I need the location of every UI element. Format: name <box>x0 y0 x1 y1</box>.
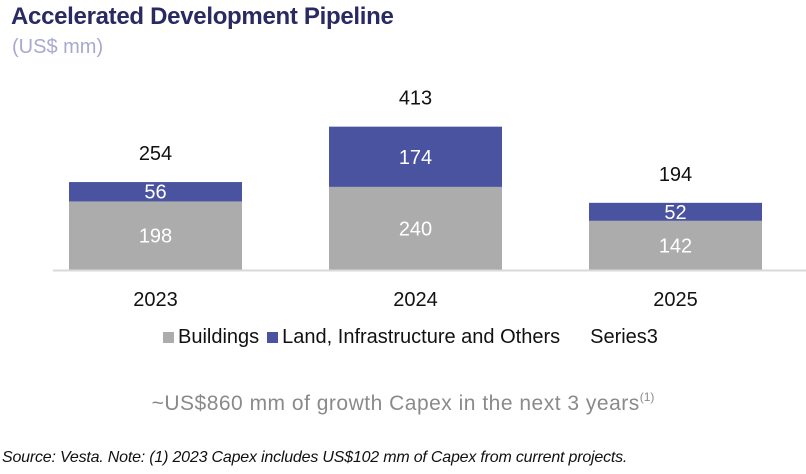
chart-title: Accelerated Development Pipeline <box>11 3 394 30</box>
highlight-text: ~US$860 mm of growth Capex in the next 3… <box>151 392 640 415</box>
data-label-total: 194 <box>659 164 692 186</box>
data-label-buildings: 240 <box>399 218 432 240</box>
data-label-land: 52 <box>664 202 686 224</box>
bar-buildings-2024 <box>329 186 502 270</box>
legend: Buildings Land, Infrastructure and Other… <box>163 326 666 349</box>
legend-swatch-land <box>267 332 279 343</box>
legend-item-series3: Series3 <box>590 326 658 349</box>
data-label-buildings: 142 <box>659 235 692 257</box>
bars-group <box>69 126 762 270</box>
data-label-buildings: 198 <box>139 226 172 248</box>
chart-subtitle: (US$ mm) <box>12 36 104 58</box>
footnote-ref: (1) <box>639 390 655 404</box>
legend-label: Series3 <box>590 326 658 348</box>
labels-group: 198 56 254 2023 240 174 413 2024 142 52 194 2025 <box>133 88 698 311</box>
capex-highlight: ~US$860 mm of growth Capex in the next 3… <box>0 390 806 416</box>
x-tick-label: 2025 <box>653 289 698 311</box>
legend-label: Buildings <box>178 326 260 348</box>
data-label-total: 254 <box>139 143 172 165</box>
data-label-land: 174 <box>399 147 432 169</box>
x-tick-label: 2023 <box>133 289 178 311</box>
legend-item-land: Land, Infrastructure and Others <box>267 326 560 349</box>
legend-swatch-buildings <box>163 332 174 343</box>
data-label-land: 56 <box>144 182 166 204</box>
bar-land-2023 <box>69 182 242 202</box>
bar-land-2025 <box>589 202 762 221</box>
legend-item-buildings: Buildings <box>163 326 259 349</box>
stacked-bar-chart: 198 56 254 2023 240 174 413 2024 142 52 194 2025 <box>53 88 806 311</box>
bar-land-2024 <box>329 126 502 187</box>
bar-buildings-2025 <box>589 220 762 270</box>
legend-label: Land, Infrastructure and Others <box>282 326 561 348</box>
bar-buildings-2023 <box>69 201 242 270</box>
x-tick-label: 2024 <box>393 289 438 311</box>
source-footnote: Source: Vesta. Note: (1) 2023 Capex incl… <box>2 449 628 466</box>
data-label-total: 413 <box>399 88 432 110</box>
